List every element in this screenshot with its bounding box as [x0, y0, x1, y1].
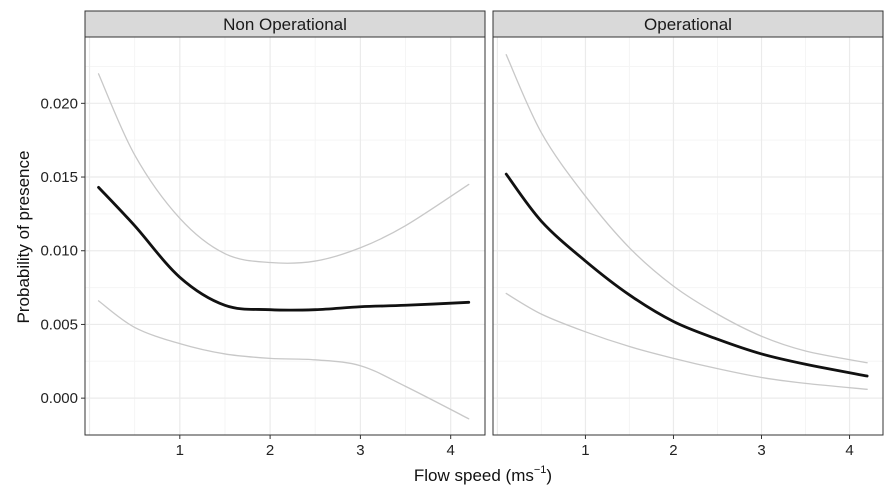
panel-strip-label: Operational [644, 15, 732, 34]
confidence-lower-line [505, 292, 868, 390]
x-tick-label: 4 [447, 442, 455, 459]
panel-border [84, 36, 486, 436]
y-axis: 0.000 0.005 0.010 0.015 0.020 [40, 95, 85, 407]
x-axis-title: Flow speed (ms−1) [414, 464, 552, 485]
x-tick-label: 2 [669, 442, 677, 459]
estimate-line [97, 185, 471, 312]
y-axis-title: Probability of presence [14, 151, 33, 324]
x-axes: 1 2 3 4 1 2 3 4 [176, 435, 854, 459]
x-tick-label: 2 [266, 442, 274, 459]
confidence-lower-line [97, 300, 470, 420]
x-axis-title-main: Flow speed (ms [414, 466, 534, 485]
y-tick-label: 0.010 [40, 243, 78, 260]
panel-strip [84, 10, 486, 38]
panel-strip-label: Non Operational [223, 15, 347, 34]
x-axis-title-close: ) [546, 466, 552, 485]
y-tick-label: 0.015 [40, 169, 78, 186]
chart-panels: Non Operational Operational [84, 10, 884, 436]
y-tick-label: 0.005 [40, 316, 78, 333]
x-axis-title-superscript: −1 [534, 464, 547, 476]
y-tick-label: 0.000 [40, 390, 78, 407]
estimate-line [504, 172, 869, 378]
x-tick-label: 4 [845, 442, 853, 459]
panel-border [492, 36, 884, 436]
confidence-upper-line [97, 73, 470, 264]
panel-background [493, 37, 883, 435]
y-tick-label: 0.020 [40, 95, 78, 112]
x-tick-label: 1 [176, 442, 184, 459]
x-tick-label: 3 [757, 442, 765, 459]
x-tick-label: 1 [581, 442, 589, 459]
x-tick-label: 3 [356, 442, 364, 459]
panel-1: Non Operational [84, 10, 486, 436]
panel-2: Operational [492, 10, 884, 436]
confidence-upper-line [505, 54, 868, 364]
panel-strip [492, 10, 884, 38]
